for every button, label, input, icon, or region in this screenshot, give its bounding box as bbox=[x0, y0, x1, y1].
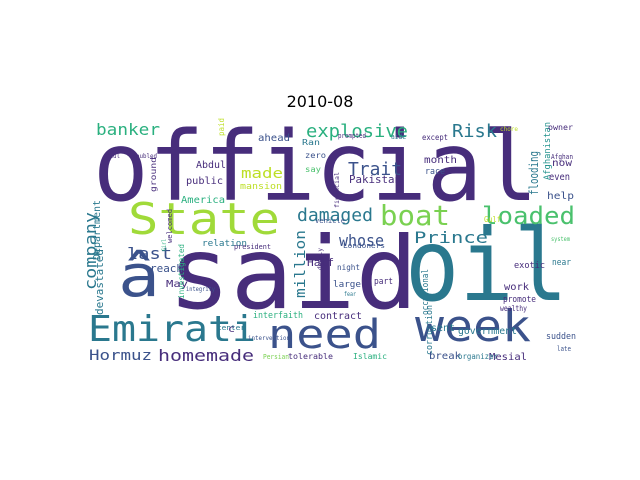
word-devastated: devastated bbox=[93, 249, 106, 315]
word-sent: sent bbox=[431, 323, 455, 334]
word-made: made bbox=[241, 166, 283, 182]
word-million: million bbox=[293, 230, 309, 298]
word-break: break bbox=[429, 351, 461, 362]
word-say: say bbox=[305, 165, 321, 174]
word-president: president bbox=[234, 243, 271, 251]
word-vehicle: vehicle bbox=[315, 217, 345, 225]
word-night: night bbox=[337, 263, 360, 272]
word-half: Half bbox=[307, 256, 334, 269]
word-girl: Girl bbox=[161, 239, 168, 251]
word-investigated: investigated bbox=[177, 244, 186, 299]
word-corruption: corruption bbox=[425, 305, 435, 355]
word-chore: chore bbox=[500, 126, 518, 133]
word-hormuz: Hormuz bbox=[89, 348, 152, 364]
word-ahead: ahead bbox=[258, 133, 290, 144]
word-flooding: flooding bbox=[527, 151, 541, 195]
word-race: race bbox=[425, 167, 445, 177]
word-late: late bbox=[557, 345, 571, 353]
word-company: company bbox=[81, 212, 100, 290]
word-occasional: occasional bbox=[421, 269, 431, 315]
word-loaded: loaded bbox=[482, 202, 575, 230]
word-boat: boat bbox=[380, 199, 450, 232]
word-week: week bbox=[415, 301, 531, 352]
word-contract: contract bbox=[314, 311, 362, 322]
figure-title: 2010-08 bbox=[286, 92, 354, 111]
word-america: America bbox=[181, 195, 225, 206]
word-work: work bbox=[504, 282, 529, 293]
word-public: public bbox=[186, 176, 223, 187]
word-afghan: Afghan bbox=[551, 153, 573, 161]
word-londoners: Londoners bbox=[343, 242, 385, 250]
word-system: system bbox=[551, 236, 570, 243]
word-official: official bbox=[93, 111, 538, 223]
word-tolerable: tolerable bbox=[288, 352, 333, 361]
word-integrity: integrity bbox=[186, 286, 215, 293]
word-abdul: Abdul bbox=[196, 160, 226, 171]
word--: â bbox=[118, 242, 160, 310]
word-aide: aide bbox=[391, 133, 406, 141]
word-risk: Risk bbox=[452, 121, 497, 142]
word-explosive: explosive bbox=[306, 121, 408, 142]
word-part: part bbox=[374, 277, 393, 287]
word-near: near bbox=[552, 258, 571, 268]
word-mesial: Mesial bbox=[489, 352, 527, 363]
word-wealthy: wealthy bbox=[500, 304, 527, 313]
word-month: month bbox=[424, 155, 457, 166]
word-trait: Trait bbox=[348, 159, 402, 180]
word-persian: Persian bbox=[263, 353, 289, 361]
word-interfaith: interfaith bbox=[253, 311, 303, 321]
word-government: government bbox=[458, 326, 517, 337]
word-prompted: prompted bbox=[338, 132, 366, 140]
word-promote: promote bbox=[503, 295, 536, 305]
word-sudden: sudden bbox=[546, 332, 576, 342]
word-center: center bbox=[217, 324, 245, 332]
word-help: help bbox=[547, 191, 574, 202]
word-emirati: Emirati bbox=[88, 309, 256, 350]
word-fear: fear bbox=[344, 291, 356, 298]
word-organizer: organizer bbox=[458, 352, 498, 361]
word-financial: financial bbox=[334, 172, 341, 208]
word-islamic: Islamic bbox=[353, 352, 387, 361]
word-damaged: damaged bbox=[297, 205, 373, 226]
word-homemade: homemade bbox=[158, 346, 254, 365]
word-pakistan: Pakistan bbox=[349, 173, 401, 186]
word-owner: owner bbox=[548, 123, 573, 132]
word-may: May bbox=[166, 279, 188, 290]
word-except: except bbox=[422, 133, 448, 142]
word-ground: ground bbox=[149, 157, 158, 192]
word-troubled: troubled bbox=[129, 153, 157, 160]
word-department: Department bbox=[92, 200, 103, 260]
word-oil: oil bbox=[405, 207, 568, 324]
word-even: even bbox=[549, 172, 570, 183]
word-paul: Paul bbox=[106, 153, 120, 160]
word-relation: relation bbox=[202, 239, 247, 249]
word-state: State bbox=[128, 194, 280, 245]
word-deeply: deeply bbox=[317, 248, 324, 270]
word-said: said bbox=[168, 215, 418, 332]
word-prince: Prince bbox=[414, 228, 488, 247]
word-intervention: intervention bbox=[248, 335, 290, 342]
word-afghanistan: Afghanistan bbox=[543, 122, 553, 180]
word-large: large bbox=[333, 280, 361, 290]
word-banker: banker bbox=[96, 120, 160, 139]
word-c: c bbox=[228, 324, 235, 335]
word-gulf: Gulf bbox=[484, 215, 501, 224]
word-mansion: mansion bbox=[240, 182, 282, 192]
word-welcomed: welcomed bbox=[166, 209, 174, 243]
word-paid: paid bbox=[217, 118, 226, 136]
word-need: need bbox=[268, 312, 381, 358]
word-last: last bbox=[127, 244, 172, 263]
word-ran: Ran bbox=[302, 138, 320, 147]
word-whose: whose bbox=[339, 231, 384, 250]
word-exotic: exotic bbox=[514, 261, 545, 271]
word-reach: reach bbox=[150, 262, 183, 275]
word-now: now bbox=[552, 158, 573, 169]
word-zero: zero bbox=[305, 151, 326, 160]
